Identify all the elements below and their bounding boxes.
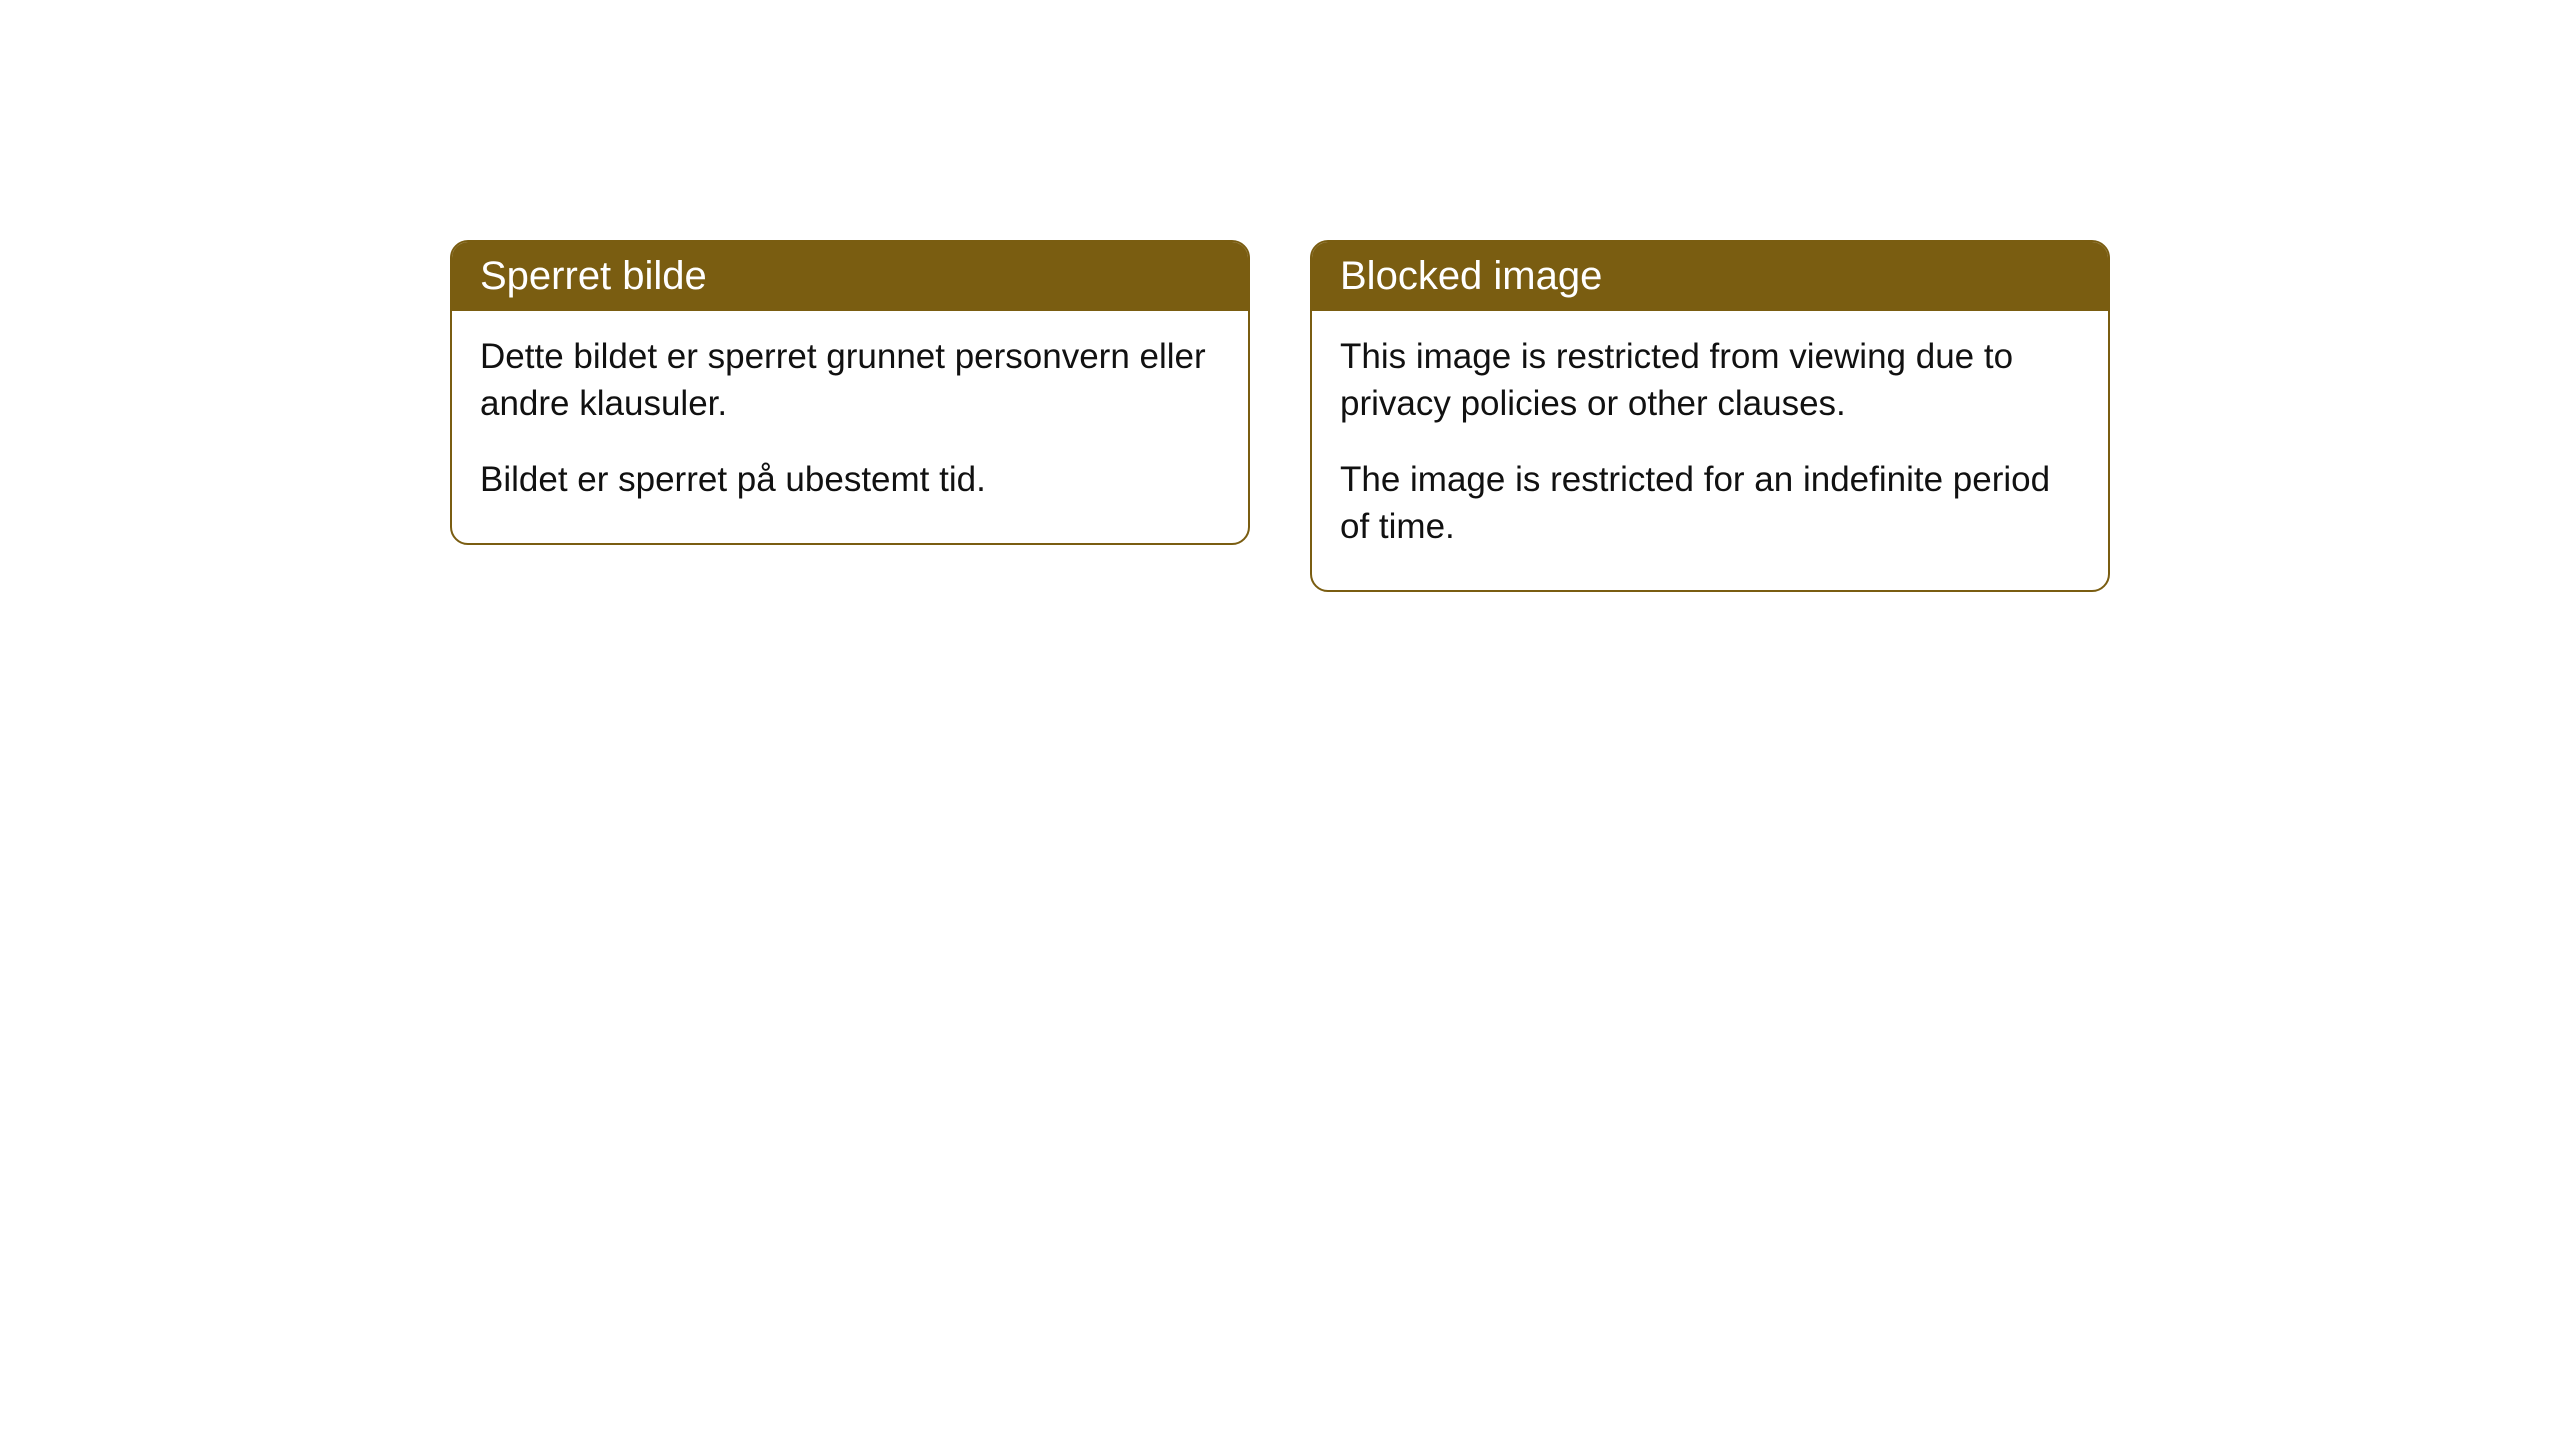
- card-body-en: This image is restricted from viewing du…: [1312, 311, 2108, 590]
- blocked-image-card-no: Sperret bilde Dette bildet er sperret gr…: [450, 240, 1250, 545]
- card-paragraph-1-en: This image is restricted from viewing du…: [1340, 333, 2080, 428]
- card-body-no: Dette bildet er sperret grunnet personve…: [452, 311, 1248, 543]
- card-header-en: Blocked image: [1312, 242, 2108, 311]
- card-paragraph-2-no: Bildet er sperret på ubestemt tid.: [480, 456, 1220, 503]
- card-paragraph-2-en: The image is restricted for an indefinit…: [1340, 456, 2080, 551]
- card-paragraph-1-no: Dette bildet er sperret grunnet personve…: [480, 333, 1220, 428]
- cards-container: Sperret bilde Dette bildet er sperret gr…: [450, 240, 2110, 1440]
- blocked-image-card-en: Blocked image This image is restricted f…: [1310, 240, 2110, 592]
- card-header-no: Sperret bilde: [452, 242, 1248, 311]
